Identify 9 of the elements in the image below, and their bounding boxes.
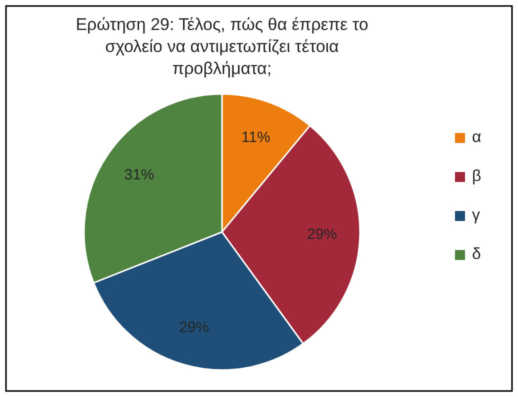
data-label: 11%	[241, 128, 270, 146]
chart-title: Ερώτηση 29: Τέλος, πώς θα έπρεπε το σχολείο να αντιμετωπίζει τέτοια προβλήματα;	[76, 15, 368, 78]
legend-label: δ	[472, 246, 481, 264]
legend-label: α	[472, 129, 482, 146]
data-label: 29%	[179, 319, 210, 336]
data-label: 29%	[306, 226, 338, 244]
legend-label: γ	[472, 207, 480, 224]
data-label: 31%	[124, 166, 154, 184]
legend-label: β	[472, 168, 482, 186]
